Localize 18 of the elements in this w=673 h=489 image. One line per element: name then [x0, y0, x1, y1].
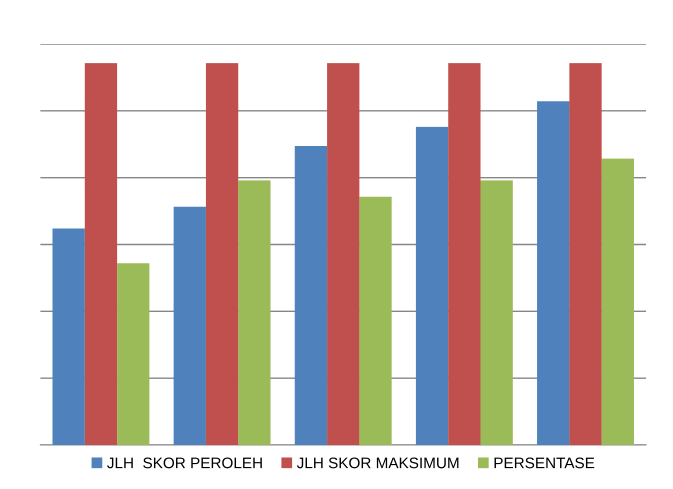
bar	[52, 228, 85, 445]
bar	[359, 196, 392, 445]
bar	[602, 158, 634, 445]
bar	[294, 146, 328, 445]
bar	[537, 101, 570, 445]
bar	[117, 263, 150, 445]
bar	[416, 126, 448, 445]
legend-label: JLH SKOR PEROLEH	[107, 458, 262, 468]
legend-label: JLH SKOR MAKSIMUM	[296, 458, 458, 468]
bar	[448, 63, 481, 445]
bar	[206, 63, 238, 445]
bar	[238, 180, 271, 445]
bar	[569, 63, 602, 445]
legend-label: PERSENTASE	[494, 458, 594, 468]
bar	[327, 63, 360, 445]
bar	[480, 180, 513, 445]
bar	[174, 206, 206, 445]
bar	[84, 63, 118, 445]
